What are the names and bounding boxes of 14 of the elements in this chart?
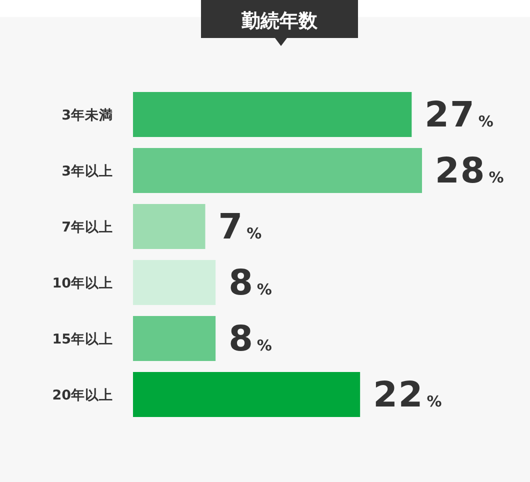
data-label: 28% [435, 152, 505, 192]
data-label: 22% [373, 376, 443, 416]
y-tick-label: 3年未満 [62, 108, 113, 124]
y-tick-label: 7年以上 [62, 220, 113, 236]
y-tick-label: 3年以上 [62, 164, 113, 180]
data-label: 8% [228, 320, 273, 360]
y-tick-label: 20年以上 [52, 388, 113, 404]
data-label: 7% [218, 208, 263, 248]
title: 勤続年数 [201, 0, 358, 46]
y-tick-label: 10年以上 [52, 276, 113, 292]
data-label: 27% [424, 96, 494, 136]
chart-title: 勤続年数 [240, 10, 318, 32]
y-tick-label: 15年以上 [52, 332, 113, 348]
data-label: 8% [228, 264, 273, 304]
